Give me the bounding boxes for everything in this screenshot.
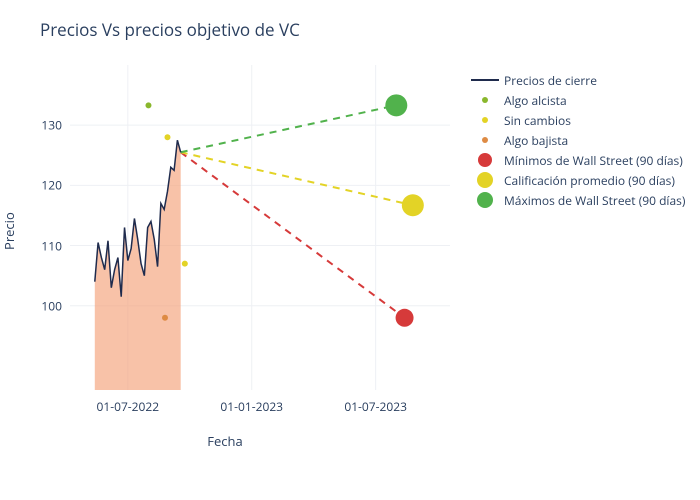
legend-item[interactable]: Algo bajista bbox=[470, 130, 685, 150]
legend-swatch bbox=[470, 190, 500, 210]
close-price-area bbox=[95, 140, 181, 390]
analyst-point-alcista bbox=[145, 102, 151, 108]
chart-title: Precios Vs precios objetivo de VC bbox=[40, 18, 300, 41]
legend-item[interactable]: Precios de cierre bbox=[470, 70, 685, 90]
legend-swatch bbox=[470, 70, 500, 90]
legend-item[interactable]: Mínimos de Wall Street (90 días) bbox=[470, 150, 685, 170]
target-dot-low bbox=[396, 309, 414, 327]
target-line-high bbox=[181, 105, 397, 152]
plot-area: 10011012013001-07-202201-01-202301-07-20… bbox=[70, 65, 450, 390]
analyst-point-sincambios bbox=[164, 134, 170, 140]
chart-container: Precios Vs precios objetivo de VC Precio… bbox=[0, 0, 700, 500]
target-dot-high bbox=[385, 94, 407, 116]
legend-swatch bbox=[470, 110, 500, 130]
y-tick-label: 120 bbox=[41, 177, 70, 194]
legend-label: Algo alcista bbox=[504, 92, 567, 109]
x-axis-label: Fecha bbox=[0, 432, 450, 450]
legend-label: Mínimos de Wall Street (90 días) bbox=[504, 152, 683, 169]
y-tick-label: 100 bbox=[41, 297, 70, 314]
legend-swatch bbox=[470, 170, 500, 190]
legend-swatch bbox=[470, 150, 500, 170]
x-tick-label: 01-01-2023 bbox=[220, 390, 283, 415]
y-axis-label: Precio bbox=[0, 212, 18, 250]
legend-item[interactable]: Máximos de Wall Street (90 días) bbox=[470, 190, 685, 210]
legend-label: Sin cambios bbox=[504, 112, 571, 129]
x-tick-label: 01-07-2022 bbox=[97, 390, 160, 415]
legend-label: Algo bajista bbox=[504, 132, 568, 149]
y-tick-label: 130 bbox=[41, 117, 70, 134]
analyst-point-bajista bbox=[162, 315, 168, 321]
legend-item[interactable]: Algo alcista bbox=[470, 90, 685, 110]
y-tick-label: 110 bbox=[41, 237, 70, 254]
legend-item[interactable]: Calificación promedio (90 días) bbox=[470, 170, 685, 190]
legend-swatch bbox=[470, 130, 500, 150]
legend-label: Calificación promedio (90 días) bbox=[504, 172, 675, 189]
legend: Precios de cierre Algo alcista Sin cambios… bbox=[470, 70, 685, 210]
legend-item[interactable]: Sin cambios bbox=[470, 110, 685, 130]
legend-label: Máximos de Wall Street (90 días) bbox=[504, 192, 685, 209]
analyst-point-sincambios bbox=[182, 261, 188, 267]
x-tick-label: 01-07-2023 bbox=[344, 390, 407, 415]
target-dot-avg bbox=[402, 194, 424, 216]
legend-label: Precios de cierre bbox=[504, 72, 597, 89]
chart-svg bbox=[70, 65, 450, 390]
target-line-low bbox=[181, 152, 405, 318]
legend-swatch bbox=[470, 90, 500, 110]
